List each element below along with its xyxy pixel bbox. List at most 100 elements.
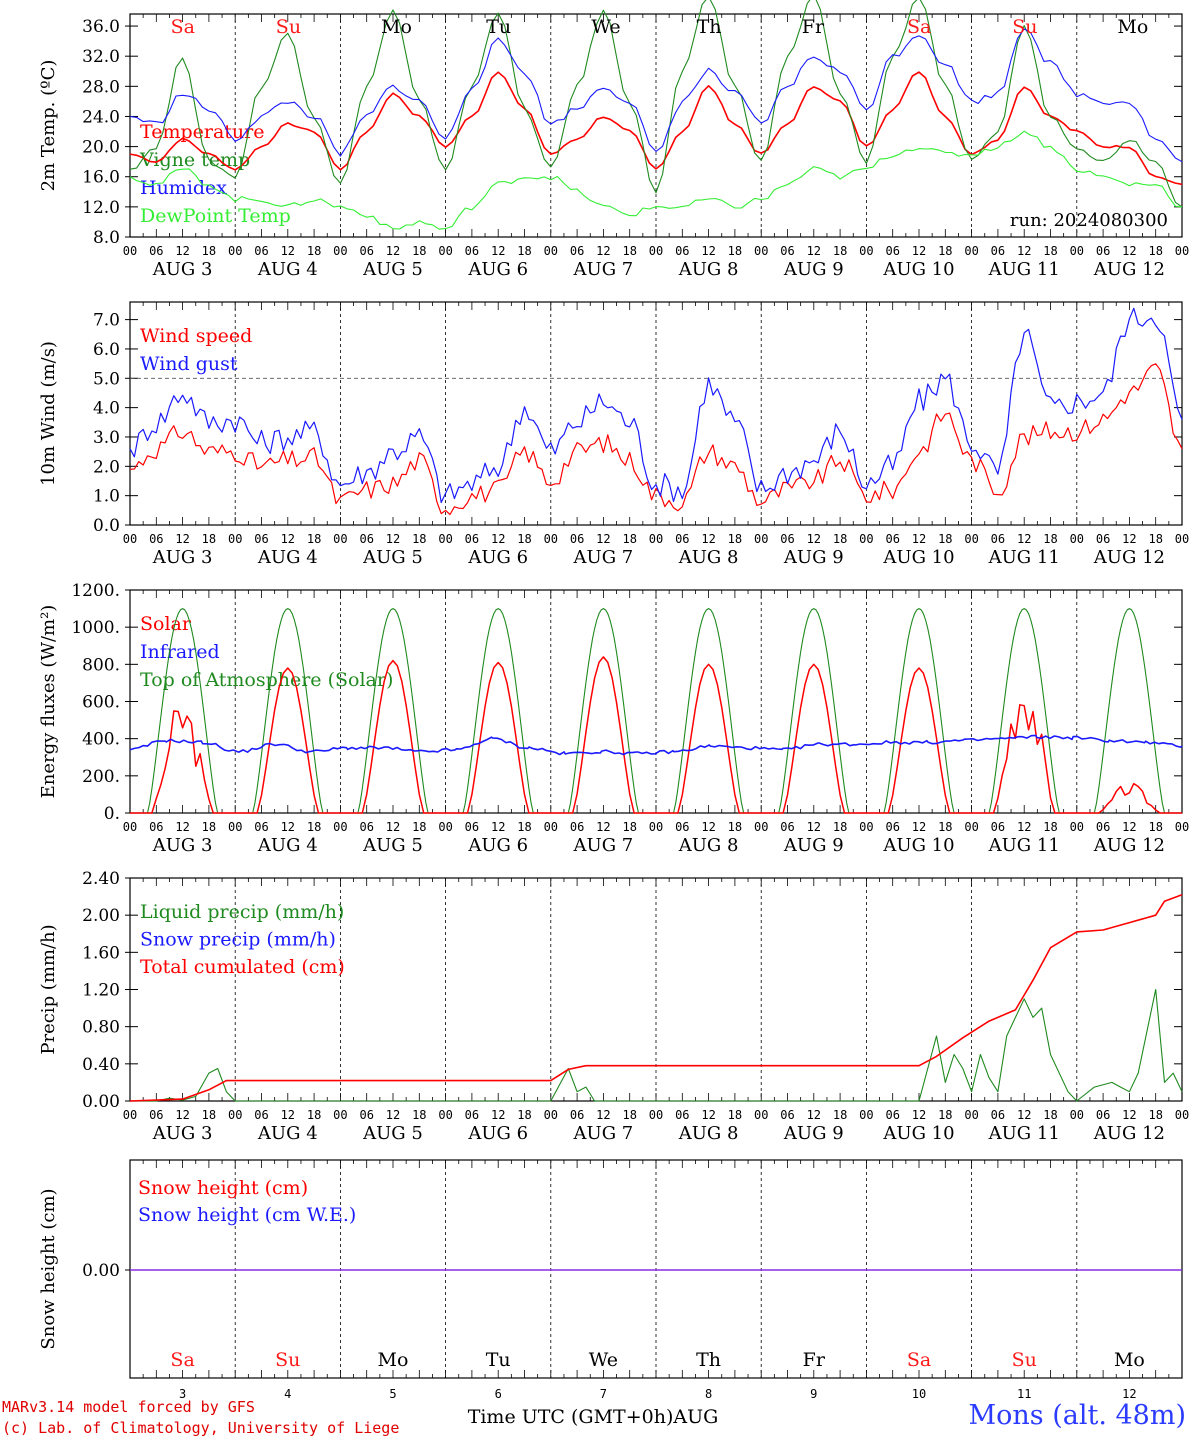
- hour-tick-label: 06: [991, 532, 1005, 546]
- day-label: AUG 8: [678, 1123, 739, 1144]
- day-number-label: 6: [495, 1387, 502, 1401]
- y-tick-label: 1200.: [71, 581, 120, 601]
- day-label: AUG 10: [882, 547, 954, 568]
- hour-tick-label: 06: [780, 1108, 794, 1122]
- weekday-label: Fr: [803, 1349, 826, 1371]
- day-number-label: 9: [810, 1387, 817, 1401]
- y-tick-label: 1.60: [82, 943, 120, 963]
- day-label: AUG 4: [257, 1123, 318, 1144]
- hour-tick-label: 18: [202, 244, 216, 258]
- y-tick-label: 1000.: [71, 618, 120, 638]
- hour-tick-label: 18: [938, 1108, 952, 1122]
- hour-tick-label: 00: [333, 820, 347, 834]
- hour-tick-label: 18: [1043, 532, 1057, 546]
- series-total-cumulated-cm-: [129, 893, 1183, 1102]
- y-tick-label: 400.: [82, 730, 120, 750]
- y-tick-label: 2.00: [82, 906, 120, 926]
- hour-tick-label: 06: [254, 820, 268, 834]
- day-number-label: 7: [600, 1387, 607, 1401]
- hour-tick-label: 00: [228, 1108, 242, 1122]
- hour-tick-label: 12: [596, 820, 610, 834]
- series-temperature: [129, 71, 1183, 186]
- weekday-label: Th: [697, 16, 722, 38]
- day-label: AUG 10: [882, 1123, 954, 1144]
- day-label: AUG 8: [678, 835, 739, 856]
- hour-tick-label: 06: [675, 244, 689, 258]
- hour-tick-label: 06: [465, 1108, 479, 1122]
- hour-tick-label: 00: [123, 1108, 137, 1122]
- hour-tick-label: 18: [1148, 1108, 1162, 1122]
- hour-tick-label: 06: [149, 532, 163, 546]
- hour-tick-label: 12: [175, 1108, 189, 1122]
- hour-tick-label: 06: [254, 244, 268, 258]
- hour-tick-label: 12: [175, 820, 189, 834]
- hour-tick-label: 18: [728, 532, 742, 546]
- series-humidex: [129, 28, 1183, 163]
- y-tick-label: 200.: [82, 767, 120, 787]
- hour-tick-label: 06: [885, 532, 899, 546]
- hour-tick-label: 12: [1017, 532, 1031, 546]
- day-label: AUG 11: [988, 259, 1060, 280]
- hour-tick-label: 00: [1070, 820, 1084, 834]
- day-label: AUG 8: [678, 259, 739, 280]
- hour-tick-label: 12: [1122, 532, 1136, 546]
- panel-1-frame: [129, 13, 1183, 238]
- hour-tick-label: 18: [1148, 820, 1162, 834]
- y-tick-label: 3.0: [93, 428, 120, 448]
- series-infrared: [129, 734, 1183, 756]
- hour-tick-label: 06: [254, 1108, 268, 1122]
- weekday-label: Sa: [171, 16, 195, 38]
- y-tick-label: 600.: [82, 693, 120, 713]
- hour-tick-label: 06: [1096, 532, 1110, 546]
- weekday-label: We: [591, 16, 620, 38]
- day-label: AUG 6: [467, 547, 528, 568]
- hour-tick-label: 06: [570, 1108, 584, 1122]
- hour-tick-label: 12: [701, 820, 715, 834]
- hour-tick-label: 06: [570, 244, 584, 258]
- hour-tick-label: 12: [1122, 1108, 1136, 1122]
- hour-tick-label: 18: [412, 820, 426, 834]
- day-label: AUG 9: [783, 835, 844, 856]
- weekday-label: Sa: [170, 1349, 194, 1371]
- hour-tick-label: 00: [544, 532, 558, 546]
- hour-tick-label: 00: [123, 244, 137, 258]
- legend-vigne-temp: Vigne temp: [139, 149, 250, 171]
- hour-tick-label: 06: [1096, 820, 1110, 834]
- hour-tick-label: 00: [228, 244, 242, 258]
- hour-tick-label: 00: [649, 244, 663, 258]
- day-label: AUG 12: [1093, 835, 1165, 856]
- legend-dewpoint-temp: DewPoint Temp: [140, 205, 291, 227]
- hour-tick-label: 00: [1175, 532, 1189, 546]
- hour-tick-label: 00: [649, 820, 663, 834]
- hour-tick-label: 12: [175, 244, 189, 258]
- hour-tick-label: 18: [202, 532, 216, 546]
- day-label: AUG 7: [573, 1123, 634, 1144]
- hour-tick-label: 18: [728, 820, 742, 834]
- hour-tick-label: 12: [491, 532, 505, 546]
- hour-tick-label: 12: [807, 820, 821, 834]
- hour-tick-label: 12: [701, 244, 715, 258]
- y-tick-label: 16.0: [82, 168, 120, 188]
- legend-snow-height-cm-w-e: Snow height (cm W.E.): [138, 1204, 356, 1226]
- hour-tick-label: 06: [149, 1108, 163, 1122]
- day-number-label: 3: [179, 1387, 186, 1401]
- hour-tick-label: 12: [807, 532, 821, 546]
- hour-tick-label: 00: [544, 1108, 558, 1122]
- y-tick-label: 36.0: [82, 17, 120, 37]
- weekday-label: Sa: [907, 16, 931, 38]
- day-number-label: 10: [912, 1387, 926, 1401]
- hour-tick-label: 18: [412, 1108, 426, 1122]
- hour-tick-label: 06: [359, 1108, 373, 1122]
- hour-tick-label: 06: [780, 244, 794, 258]
- day-label: AUG 5: [362, 1123, 423, 1144]
- hour-tick-label: 12: [807, 244, 821, 258]
- weekday-label: Tu: [486, 1349, 511, 1371]
- hour-tick-label: 12: [491, 820, 505, 834]
- legend-infrared: Infrared: [140, 641, 220, 663]
- hour-tick-label: 18: [728, 1108, 742, 1122]
- hour-tick-label: 18: [833, 244, 847, 258]
- weekday-label: Mo: [381, 16, 412, 38]
- hour-tick-label: 00: [333, 244, 347, 258]
- series-wind-gust: [129, 307, 1183, 504]
